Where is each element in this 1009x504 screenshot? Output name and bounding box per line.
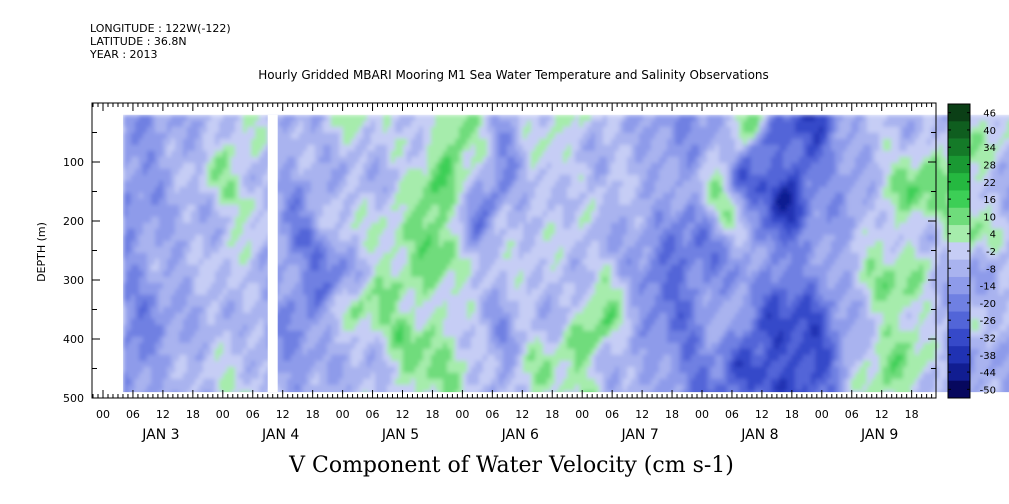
day-label: JAN 9 (860, 427, 898, 443)
y-tick-label: 300 (63, 274, 84, 287)
day-label: JAN 3 (141, 427, 179, 443)
x-tick-label: 18 (425, 408, 439, 421)
x-tick-label: 00 (695, 408, 709, 421)
colorbar-label: -14 (980, 282, 996, 293)
longitude-label: LONGITUDE : 122W(-122) (90, 22, 231, 35)
colorbar-swatch (948, 225, 970, 243)
colorbar-label: -20 (980, 299, 996, 310)
colorbar-swatch (948, 363, 970, 382)
x-tick-label: 00 (336, 408, 350, 421)
day-label: JAN 8 (740, 427, 778, 443)
colorbar-label: 16 (983, 195, 996, 206)
colorbar-swatch (948, 190, 970, 209)
day-label: JAN 5 (381, 427, 419, 443)
colorbar-label: -32 (980, 333, 996, 344)
colorbar-label: 46 (983, 109, 996, 120)
colorbar-swatch (948, 173, 970, 191)
colorbar-swatch (948, 207, 970, 226)
x-tick-label: 06 (366, 408, 380, 421)
chart-title: Hourly Gridded MBARI Mooring M1 Sea Wate… (258, 68, 769, 82)
colorbar-swatch (948, 138, 970, 157)
colorbar-label: -44 (980, 368, 996, 379)
heatmap-field (122, 114, 1009, 393)
x-tick-label: 18 (545, 408, 559, 421)
x-tick-label: 18 (785, 408, 799, 421)
x-tick-label: 06 (845, 408, 859, 421)
day-label: JAN 6 (501, 427, 539, 443)
x-tick-label: 12 (276, 408, 290, 421)
colorbar-swatch (948, 242, 970, 260)
colorbar-swatch (948, 328, 970, 347)
y-tick-label: 100 (63, 156, 84, 169)
x-tick-label: 12 (515, 408, 529, 421)
colorbar-swatch (948, 346, 970, 364)
x-tick-label: 18 (905, 408, 919, 421)
colorbar-swatch (948, 276, 970, 295)
x-tick-label: 06 (126, 408, 140, 421)
colorbar-label: -38 (980, 351, 996, 362)
colorbar-label: 4 (990, 230, 996, 241)
x-tick-label: 00 (455, 408, 469, 421)
colorbar-label: 22 (983, 178, 996, 189)
latitude-label: LATITUDE : 36.8N (90, 35, 187, 48)
colorbar-swatch (948, 259, 970, 278)
y-tick-label: 400 (63, 333, 84, 346)
colorbar-label: 28 (983, 161, 996, 172)
colorbar-swatch (948, 311, 970, 330)
y-tick-label: 500 (63, 392, 84, 405)
x-tick-label: 12 (156, 408, 170, 421)
colorbar-label: 40 (983, 126, 996, 137)
colorbar-swatch (948, 294, 970, 312)
colorbar-label: -50 (980, 385, 996, 396)
x-tick-label: 12 (755, 408, 769, 421)
day-label: JAN 4 (261, 427, 299, 443)
day-label: JAN 7 (620, 427, 658, 443)
colorbar-label: -8 (986, 264, 996, 275)
colorbar-swatch (948, 380, 970, 399)
x-tick-label: 00 (216, 408, 230, 421)
x-tick-label: 00 (575, 408, 589, 421)
x-tick-label: 12 (635, 408, 649, 421)
x-tick-label: 12 (396, 408, 410, 421)
x-tick-label: 18 (186, 408, 200, 421)
x-tick-label: 06 (605, 408, 619, 421)
year-label: YEAR : 2013 (90, 48, 158, 61)
colorbar-label: -2 (986, 247, 996, 258)
colorbar-swatch (948, 104, 970, 122)
x-tick-label: 06 (725, 408, 739, 421)
colorbar-label: 34 (983, 143, 996, 154)
colorbar-label: -26 (980, 316, 996, 327)
x-tick-label: 06 (485, 408, 499, 421)
x-tick-label: 18 (665, 408, 679, 421)
x-tick-label: 12 (875, 408, 889, 421)
x-tick-label: 06 (246, 408, 260, 421)
chart-subtitle: V Component of Water Velocity (cm s-1) (289, 453, 734, 478)
x-tick-label: 18 (306, 408, 320, 421)
colorbar-label: 10 (983, 212, 996, 223)
y-tick-label: 200 (63, 215, 84, 228)
x-tick-label: 00 (815, 408, 829, 421)
colorbar: 46 40 34 28 22 16 10 4 -2 -8 -14 -20 -26 -32 -38 -44 -50 (947, 103, 996, 399)
colorbar-swatch (948, 155, 970, 174)
y-axis-label: DEPTH (m) (35, 222, 48, 282)
x-tick-label: 00 (96, 408, 110, 421)
colorbar-swatch (948, 121, 970, 139)
